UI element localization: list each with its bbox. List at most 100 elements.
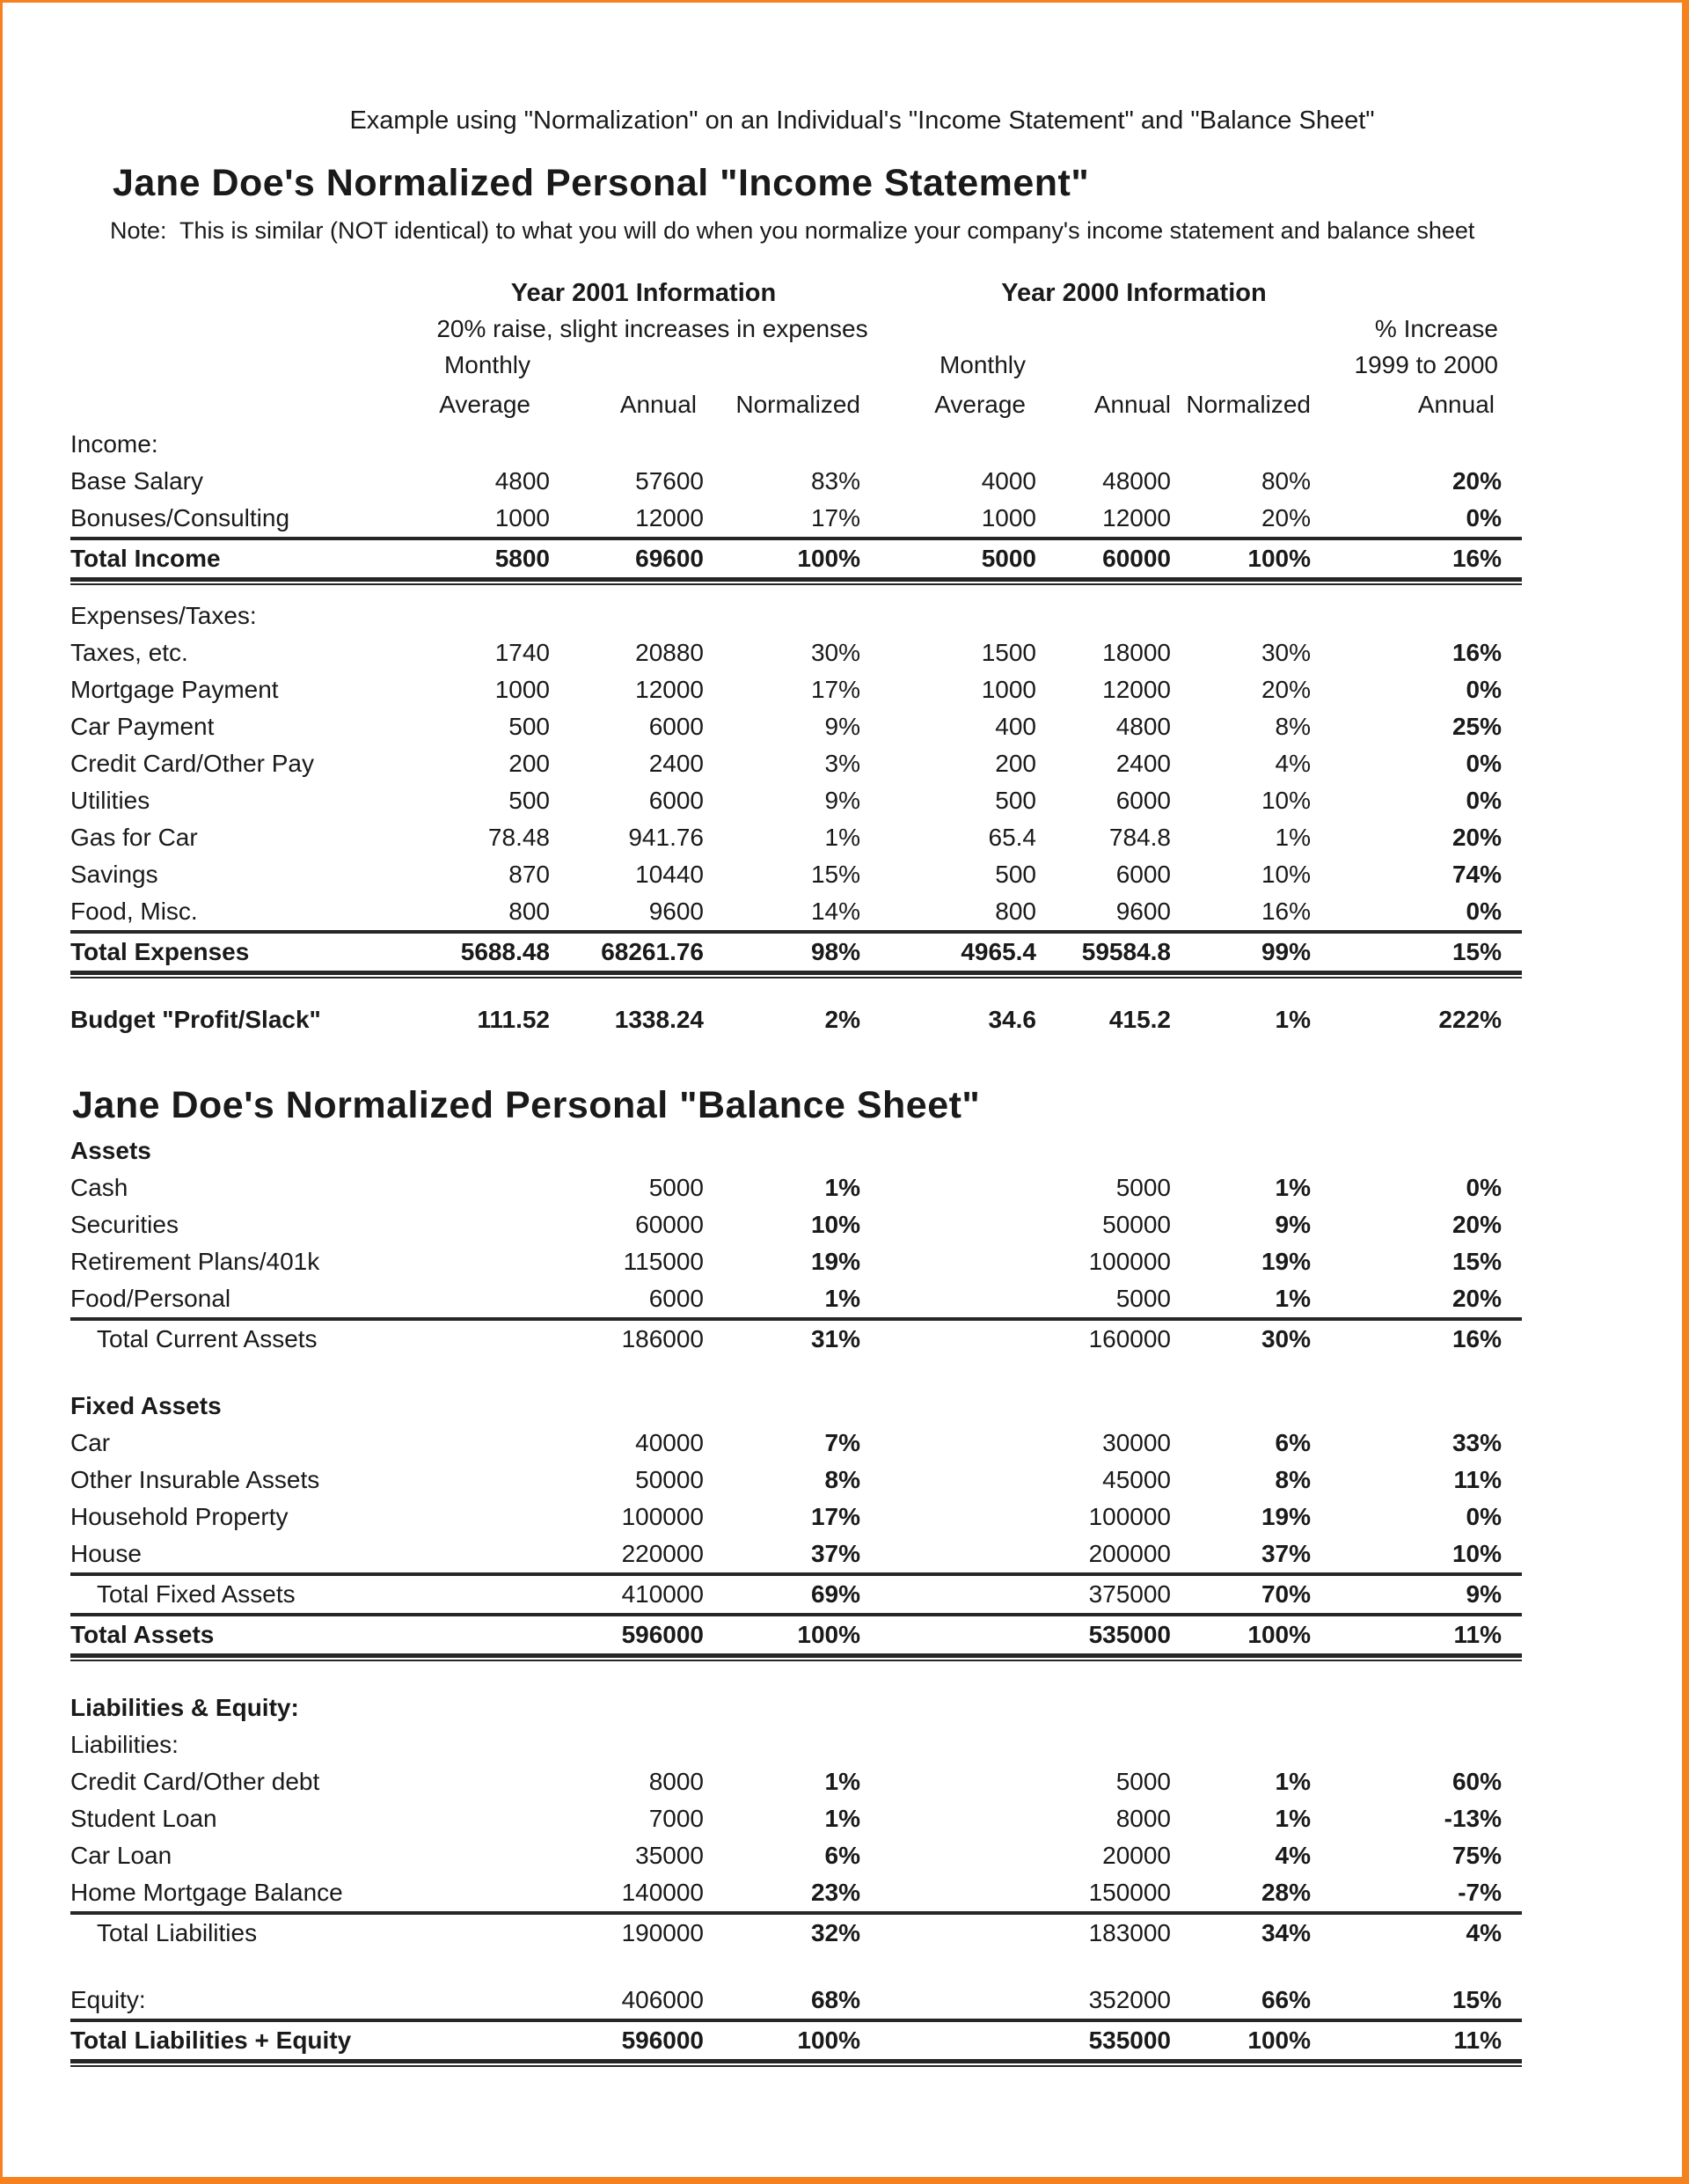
cell-value: -13% (1444, 1805, 1502, 1832)
row-label: Credit Card/Other debt (70, 1768, 320, 1795)
cell-value: 500 (995, 861, 1036, 888)
cell-value: 37% (810, 1540, 860, 1567)
cell-value: 6% (824, 1842, 860, 1869)
cell-value: 37% (1261, 1540, 1311, 1567)
cell-value: 60% (1451, 1768, 1502, 1795)
cell-value: 31% (810, 1325, 860, 1352)
year-2001-header: Year 2001 Information (510, 278, 777, 307)
cell-value: 3% (824, 750, 860, 777)
row-label: Total Current Assets (97, 1325, 318, 1352)
table-row: Total Income 5800 69600 100% 5000 60000 100% 16… (70, 537, 1522, 585)
cell-value: 16% (1451, 545, 1502, 572)
row-label: Expenses/Taxes: (70, 602, 257, 629)
cell-value: 83% (810, 467, 860, 495)
cell-value: 12000 (635, 504, 704, 531)
pct-increase-years-label: 1999 to 2000 (1354, 351, 1499, 378)
cell-value: 34.6 (988, 1006, 1037, 1033)
cell-value: 34% (1261, 1919, 1311, 1946)
cell-value: 30% (1261, 639, 1311, 666)
cell-value: 6% (1275, 1429, 1311, 1456)
cell-value: 4800 (494, 467, 550, 495)
cell-value: 15% (810, 861, 860, 888)
cell-value: 17% (810, 676, 860, 703)
cell-value: 10440 (635, 861, 704, 888)
income-statement-body: Income: Base Salary 4800 57600 83% 4000 48000 8… (70, 426, 1522, 1038)
row-label: Credit Card/Other Pay (70, 750, 314, 777)
balance-sheet-body: Assets Cash 5000 1% 5000 1% 0% Securities 60000 1… (70, 1132, 1522, 2067)
cell-value: 8% (1275, 1466, 1311, 1493)
table-row: Total Current Assets 186000 31% 160000 30% 16… (70, 1317, 1522, 1358)
cell-value: 20% (1451, 824, 1502, 851)
table-row: Fixed Assets (70, 1388, 1522, 1425)
cell-value: 30% (810, 639, 860, 666)
row-label: Total Income (70, 545, 221, 572)
column-header: Annual (1093, 391, 1171, 418)
cell-value: 78.48 (487, 824, 550, 851)
row-label: Household Property (70, 1503, 289, 1530)
monthly-label-2000: Monthly (939, 351, 1026, 378)
table-row: Bonuses/Consulting 1000 12000 17% 1000 12000 2… (70, 500, 1522, 537)
cell-value: 20880 (635, 639, 704, 666)
row-label: Total Liabilities + Equity (70, 2026, 352, 2054)
cell-value: 20000 (1102, 1842, 1171, 1869)
cell-value: 59584.8 (1081, 938, 1171, 965)
row-label: Total Fixed Assets (97, 1580, 296, 1608)
cell-value: 15% (1451, 938, 1502, 965)
cell-value: 220000 (621, 1540, 704, 1567)
cell-value: 1% (824, 1805, 860, 1832)
cell-value: 60000 (1102, 545, 1171, 572)
cell-value: 200 (995, 750, 1036, 777)
table-row: Assets (70, 1132, 1522, 1169)
table-row: Budget "Profit/Slack" 111.52 1338.24 2% 34.6… (70, 1001, 1522, 1038)
cell-value: 1000 (981, 504, 1036, 531)
cell-value: 115000 (623, 1248, 704, 1275)
cell-value: 10% (1261, 787, 1311, 814)
row-label: Total Assets (70, 1621, 215, 1648)
column-header: Normalized (1186, 391, 1311, 418)
cell-value: 500 (508, 787, 550, 814)
table-row: Household Property 100000 17% 100000 19% 0% (70, 1499, 1522, 1535)
cell-value: 406000 (621, 1986, 704, 2013)
cell-value: 100% (1247, 2026, 1311, 2054)
cell-value: 50000 (1102, 1211, 1171, 1238)
cell-value: 7% (824, 1429, 860, 1456)
cell-value: 5000 (648, 1174, 704, 1201)
cell-value: 100000 (1088, 1503, 1171, 1530)
cell-value: 50000 (635, 1466, 704, 1493)
cell-value: 32% (810, 1919, 860, 1946)
table-row: Other Insurable Assets 50000 8% 45000 8% 11% (70, 1462, 1522, 1499)
cell-value: 870 (508, 861, 550, 888)
row-label: Liabilities & Equity: (70, 1694, 299, 1721)
table-row: Credit Card/Other Pay 200 2400 3% 200 2400 4% 0… (70, 745, 1522, 782)
table-row: Securities 60000 10% 50000 9% 20% (70, 1206, 1522, 1243)
cell-value: 5000 (1115, 1174, 1171, 1201)
row-label: Other Insurable Assets (70, 1466, 320, 1493)
cell-value: 596000 (621, 1621, 704, 1648)
table-row: Food, Misc. 800 9600 14% 800 9600 16% 0% (70, 893, 1522, 930)
cell-value: 19% (1261, 1503, 1311, 1530)
table-row: Base Salary 4800 57600 83% 4000 48000 80% 20% (70, 463, 1522, 500)
cell-value: 500 (508, 713, 550, 740)
spacer-row (70, 1952, 1522, 1982)
cell-value: 9% (1275, 1211, 1311, 1238)
cell-value: 1% (824, 1768, 860, 1795)
cell-value: 48000 (1102, 467, 1171, 495)
table-row: Expenses/Taxes: (70, 597, 1522, 634)
cell-value: 4800 (1115, 713, 1171, 740)
cell-value: 100% (1247, 545, 1311, 572)
cell-value: 4% (1275, 750, 1311, 777)
cell-value: 16% (1451, 1325, 1502, 1352)
cell-value: 1% (1275, 1805, 1311, 1832)
cell-value: 2400 (648, 750, 704, 777)
cell-value: 190000 (621, 1919, 704, 1946)
row-label: Total Expenses (70, 938, 250, 965)
cell-value: 1500 (981, 639, 1036, 666)
cell-value: 68% (810, 1986, 860, 2013)
cell-value: 17% (810, 504, 860, 531)
row-label: Retirement Plans/401k (70, 1248, 320, 1275)
cell-value: 100% (797, 545, 860, 572)
cell-value: 74% (1451, 861, 1502, 888)
column-header-row: Average Annual Normalized Average Annual Norm… (70, 384, 1522, 426)
cell-value: 9600 (1115, 898, 1171, 925)
